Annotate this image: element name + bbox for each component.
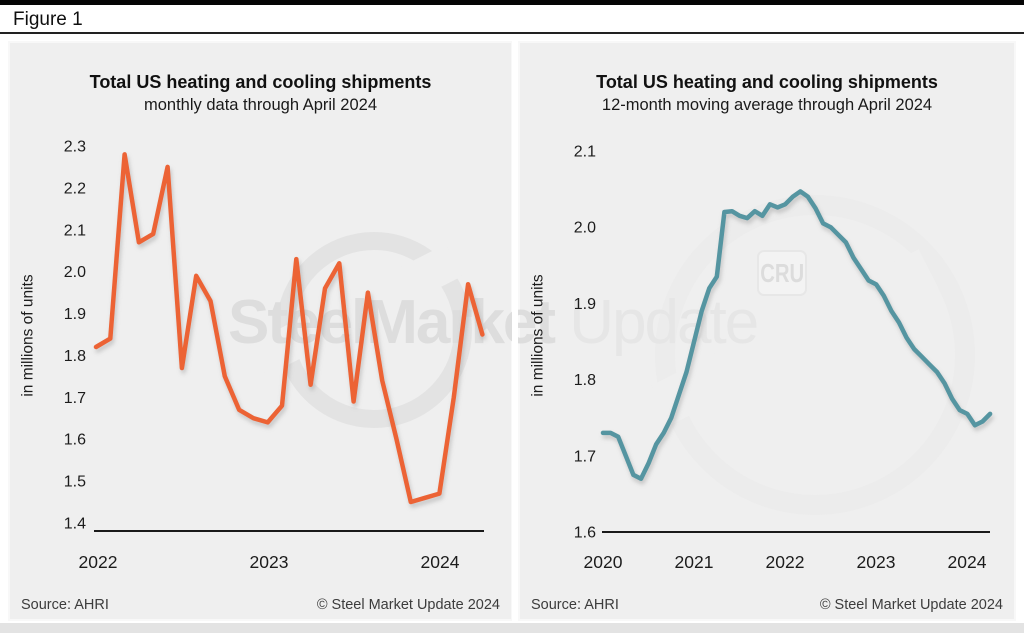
header-rule xyxy=(0,32,1024,34)
chart-subtitle: 12-month moving average through April 20… xyxy=(601,96,933,114)
x-tick-label: 2022 xyxy=(79,552,118,572)
chart-title: Total US heating and cooling shipments xyxy=(89,72,432,92)
x-tick-label: 2023 xyxy=(250,552,289,572)
y-tick-label: 1.9 xyxy=(64,306,86,323)
y-tick-label: 1.4 xyxy=(64,515,86,532)
panel-gap xyxy=(512,41,518,621)
x-tick-label: 2023 xyxy=(857,552,896,572)
data-series-line xyxy=(600,189,993,481)
data-series-line xyxy=(93,152,485,505)
y-tick-label: 1.7 xyxy=(64,390,86,407)
chart-subtitle: monthly data through April 2024 xyxy=(144,96,377,114)
copyright-note: © Steel Market Update 2024 xyxy=(316,597,500,613)
x-tick-label: 2020 xyxy=(584,552,623,572)
monthly-chart-panel: Total US heating and cooling shipments m… xyxy=(8,41,513,621)
y-tick-label: 2.3 xyxy=(64,139,86,156)
y-tick-label: 2.1 xyxy=(574,144,596,161)
chart-title: Total US heating and cooling shipments xyxy=(596,72,938,92)
y-tick-label: 2.0 xyxy=(64,264,86,281)
moving-average-line-chart: 2.1 2.0 1.9 1.8 1.7 1.6 2020 2021 2022 2023 2024 xyxy=(574,144,993,572)
source-note: Source: AHRI xyxy=(21,597,109,613)
x-tick-label: 2022 xyxy=(766,552,805,572)
y-tick-label: 1.8 xyxy=(64,348,86,365)
source-note: Source: AHRI xyxy=(531,597,619,613)
x-tick-label: 2024 xyxy=(421,552,460,572)
y-tick-label: 2.2 xyxy=(64,180,86,197)
x-tick-label: 2024 xyxy=(948,552,987,572)
moving-average-chart-panel: Total US heating and cooling shipments 1… xyxy=(518,41,1016,621)
copyright-note: © Steel Market Update 2024 xyxy=(819,597,1003,613)
bottom-border-strip xyxy=(0,623,1024,633)
y-tick-label: 2.1 xyxy=(64,222,86,239)
figure-label: Figure 1 xyxy=(13,9,83,30)
y-tick-label: 1.6 xyxy=(64,432,86,449)
y-tick-label: 1.5 xyxy=(64,474,86,491)
monthly-line-chart: 2.3 2.2 2.1 2.0 1.9 1.8 1.7 1.6 1.5 1.4 2022 2023 20… xyxy=(64,139,485,572)
y-tick-label: 1.7 xyxy=(574,448,596,465)
x-tick-label: 2021 xyxy=(675,552,714,572)
top-border-bar xyxy=(0,0,1024,5)
y-tick-label: 1.9 xyxy=(574,296,596,313)
y-tick-label: 1.8 xyxy=(574,372,596,389)
y-tick-label: 1.6 xyxy=(574,525,596,542)
y-tick-label: 2.0 xyxy=(574,220,596,237)
